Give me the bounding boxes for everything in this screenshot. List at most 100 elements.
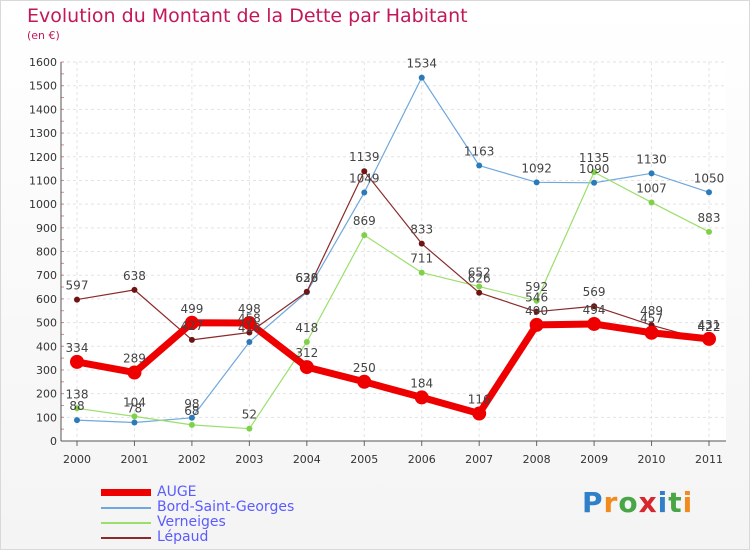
data-label-lepaud: 638 bbox=[123, 269, 146, 283]
data-point-auge bbox=[127, 365, 142, 380]
data-label-bord-saint-georges: 628 bbox=[295, 271, 318, 285]
logo-letter: x bbox=[638, 486, 658, 519]
logo-letter: o bbox=[618, 486, 639, 519]
data-point-lepaud bbox=[591, 303, 598, 310]
x-tick-label: 2000 bbox=[63, 453, 91, 466]
data-point-verneiges bbox=[131, 413, 138, 420]
legend-label-bord-saint-georges: Bord-Saint-Georges bbox=[157, 499, 295, 515]
data-point-lepaud bbox=[188, 336, 195, 343]
y-tick-label: 900 bbox=[36, 222, 57, 235]
data-label-auge: 289 bbox=[123, 352, 146, 366]
logo-letter: r bbox=[603, 486, 619, 519]
y-tick-label: 0 bbox=[50, 435, 57, 448]
data-label-bord-saint-georges: 1050 bbox=[694, 171, 725, 185]
x-tick-label: 2001 bbox=[120, 453, 148, 466]
data-point-auge bbox=[414, 390, 429, 405]
data-point-auge bbox=[70, 354, 84, 369]
data-point-verneiges bbox=[706, 228, 712, 235]
data-point-verneiges bbox=[476, 283, 483, 290]
data-point-lepaud bbox=[246, 329, 253, 336]
data-point-lepaud bbox=[303, 288, 310, 295]
data-label-auge: 498 bbox=[238, 302, 261, 316]
data-label-bord-saint-georges: 1090 bbox=[579, 162, 610, 176]
legend-swatch-auge bbox=[101, 489, 151, 496]
y-tick-label: 1100 bbox=[29, 174, 57, 187]
data-point-bord-saint-georges bbox=[591, 179, 598, 186]
x-tick-label: 2009 bbox=[580, 453, 608, 466]
logo-letter: t bbox=[668, 486, 683, 519]
data-label-auge: 184 bbox=[410, 376, 433, 390]
data-label-lepaud: 546 bbox=[525, 291, 548, 305]
data-point-auge bbox=[472, 406, 487, 421]
data-point-auge bbox=[587, 316, 602, 331]
legend-item-lepaud: Lépaud bbox=[101, 529, 361, 545]
data-point-verneiges bbox=[361, 232, 368, 239]
legend-swatch-bord-saint-georges bbox=[101, 507, 151, 509]
data-point-lepaud bbox=[418, 240, 425, 247]
data-label-lepaud: 569 bbox=[583, 285, 606, 299]
y-tick-label: 1200 bbox=[29, 151, 57, 164]
data-label-auge: 490 bbox=[525, 304, 548, 318]
y-tick-label: 100 bbox=[36, 411, 57, 424]
y-tick-label: 500 bbox=[36, 317, 57, 330]
legend-label-auge: AUGE bbox=[157, 484, 197, 500]
data-label-lepaud: 489 bbox=[640, 304, 663, 318]
data-label-auge: 334 bbox=[66, 341, 89, 355]
data-label-bord-saint-georges: 1163 bbox=[464, 145, 495, 159]
data-point-auge bbox=[184, 315, 199, 330]
data-point-auge bbox=[357, 374, 372, 389]
data-point-verneiges bbox=[74, 405, 80, 412]
data-point-bord-saint-georges bbox=[418, 74, 425, 81]
chart-subtitle: (en €) bbox=[27, 29, 60, 42]
data-point-bord-saint-georges bbox=[648, 170, 655, 177]
x-tick-label: 2005 bbox=[350, 453, 378, 466]
data-label-lepaud: 458 bbox=[238, 312, 261, 326]
data-label-verneiges: 652 bbox=[468, 266, 491, 280]
data-label-auge: 457 bbox=[640, 312, 663, 326]
data-label-auge: 494 bbox=[583, 303, 606, 317]
data-point-bord-saint-georges bbox=[246, 338, 253, 345]
y-tick-label: 300 bbox=[36, 364, 57, 377]
data-point-verneiges bbox=[418, 269, 425, 276]
data-point-bord-saint-georges bbox=[74, 417, 80, 424]
data-label-verneiges: 1135 bbox=[579, 151, 610, 165]
data-label-bord-saint-georges: 1130 bbox=[636, 152, 667, 166]
legend: AUGE Bord-Saint-Georges Verneiges Lépaud bbox=[101, 484, 361, 545]
x-tick-label: 2010 bbox=[638, 453, 666, 466]
series-line-verneiges bbox=[76, 171, 710, 430]
data-label-verneiges: 68 bbox=[184, 404, 199, 418]
legend-item-auge: AUGE bbox=[101, 484, 361, 500]
legend-item-bord-saint-georges: Bord-Saint-Georges bbox=[101, 499, 361, 515]
data-point-verneiges bbox=[246, 425, 253, 432]
data-point-verneiges bbox=[591, 169, 598, 176]
data-label-lepaud: 1139 bbox=[349, 150, 380, 164]
data-label-bord-saint-georges: 78 bbox=[127, 402, 142, 416]
data-point-auge bbox=[529, 317, 544, 332]
data-label-verneiges: 592 bbox=[525, 280, 548, 294]
data-label-verneiges: 711 bbox=[410, 252, 433, 266]
data-label-auge: 116 bbox=[468, 393, 491, 407]
x-tick-label: 2004 bbox=[293, 453, 321, 466]
data-label-lepaud: 597 bbox=[66, 279, 89, 293]
x-tick-label: 2008 bbox=[523, 453, 551, 466]
data-label-auge: 431 bbox=[698, 318, 721, 332]
series-line-bord-saint-georges bbox=[76, 77, 710, 424]
x-tick-label: 2006 bbox=[408, 453, 436, 466]
data-point-verneiges bbox=[303, 338, 310, 345]
data-point-bord-saint-georges bbox=[361, 189, 368, 196]
data-point-verneiges bbox=[648, 199, 655, 206]
y-tick-label: 700 bbox=[36, 269, 57, 282]
data-label-bord-saint-georges: 1049 bbox=[349, 172, 380, 186]
data-point-verneiges bbox=[188, 421, 195, 428]
data-point-lepaud bbox=[533, 308, 540, 315]
data-point-auge bbox=[242, 316, 257, 331]
data-label-lepaud: 626 bbox=[468, 272, 491, 286]
data-label-lepaud: 630 bbox=[295, 271, 318, 285]
data-point-bord-saint-georges bbox=[131, 419, 138, 426]
y-tick-label: 400 bbox=[36, 340, 57, 353]
data-label-verneiges: 104 bbox=[123, 395, 146, 409]
legend-label-lepaud: Lépaud bbox=[157, 529, 209, 545]
data-point-lepaud bbox=[131, 286, 138, 293]
